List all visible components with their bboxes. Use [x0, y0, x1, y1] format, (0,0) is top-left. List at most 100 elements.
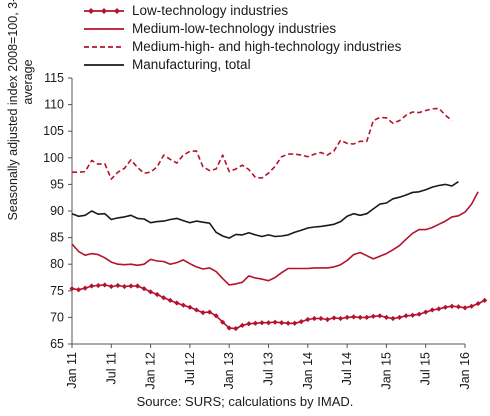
legend-item-low-tech: Low-technology industries	[84, 2, 401, 20]
series-line-2	[72, 107, 453, 180]
x-tick-label: Jan 11	[65, 352, 79, 389]
series-point-marker	[213, 313, 219, 319]
series-point-marker	[482, 297, 488, 303]
series-line-0	[71, 284, 485, 330]
y-tick-label: 85	[50, 231, 64, 245]
series-point-marker	[246, 321, 252, 327]
series-point-marker	[121, 283, 127, 290]
series-point-marker	[311, 315, 317, 322]
series-point-marker	[154, 291, 160, 298]
y-tick-label: 95	[50, 177, 64, 191]
series-point-marker	[193, 307, 200, 313]
series-point-marker	[259, 320, 265, 326]
y-tick-label: 110	[44, 98, 64, 112]
series-point-marker	[377, 313, 383, 319]
series-point-marker	[423, 309, 429, 315]
series-point-marker	[337, 315, 344, 322]
series-point-marker	[220, 319, 226, 325]
legend-label-medium-high-tech: Medium-high- and high-technology industr…	[132, 39, 402, 54]
chart-legend: Low-technology industries Medium-low-tec…	[84, 2, 401, 74]
legend-swatch-dashed-line	[84, 46, 124, 48]
series-point-marker	[410, 312, 416, 318]
series-point-marker	[383, 314, 389, 320]
legend-label-low-tech: Low-technology industries	[132, 3, 289, 18]
legend-item-manufacturing-total: Manufacturing, total	[84, 56, 401, 74]
legend-swatch-diamond-line	[84, 8, 124, 14]
series-point-marker	[226, 325, 232, 331]
series-point-marker	[180, 302, 186, 308]
series-point-marker	[141, 286, 147, 292]
legend-item-medium-high-tech: Medium-high- and high-technology industr…	[84, 38, 401, 56]
series-point-marker	[233, 325, 239, 332]
y-tick-label: 65	[50, 337, 64, 351]
series-point-marker	[449, 303, 455, 309]
legend-label-medium-low-tech: Medium-low-technology industries	[132, 21, 337, 36]
series-point-marker	[82, 285, 88, 291]
series-point-marker	[167, 297, 173, 303]
series-point-marker	[429, 307, 435, 313]
series-point-marker	[285, 320, 291, 326]
series-point-marker	[174, 300, 180, 306]
x-tick-label: Jul 12	[183, 352, 197, 385]
y-tick-label: 75	[50, 284, 64, 298]
x-tick-label: Jul 14	[340, 352, 354, 385]
series-point-marker	[442, 304, 448, 310]
series-point-marker	[475, 300, 481, 307]
series-point-marker	[128, 283, 134, 289]
series-point-marker	[436, 306, 442, 312]
series-point-marker	[364, 314, 370, 320]
series-point-marker	[468, 303, 475, 309]
x-tick-label: Jan 16	[458, 352, 472, 390]
series-point-marker	[403, 313, 409, 319]
series-point-marker	[187, 304, 193, 310]
series-point-marker	[416, 311, 422, 317]
x-tick-label: Jul 11	[104, 352, 118, 384]
x-tick-label: Jul 13	[262, 352, 276, 385]
y-axis-label: Seasonally adjusted index 2008=100, 3-m …	[6, 0, 35, 221]
series-point-marker	[89, 283, 95, 289]
series-point-marker	[462, 305, 468, 311]
legend-item-medium-low-tech: Medium-low-technology industries	[84, 20, 401, 38]
series-point-marker	[148, 289, 154, 295]
series-point-marker	[298, 319, 304, 325]
x-tick-label: Jan 12	[144, 352, 158, 390]
source-note: Source: SURS; calculations by IMAD.	[136, 394, 354, 409]
series-point-marker	[102, 282, 108, 288]
x-tick-label: Jan 14	[301, 352, 315, 390]
series-line-1	[71, 191, 479, 286]
y-tick-label: 100	[43, 151, 64, 165]
series-point-marker	[161, 295, 167, 301]
legend-swatch-solid-line	[84, 28, 124, 30]
series-point-marker	[390, 315, 396, 322]
series-point-marker	[272, 319, 278, 325]
x-tick-label: Jul 15	[419, 352, 433, 385]
chart-tick-labels: 65 70 75 80 85 90 95 100 105 110 115 Jan 11 Jul 11 Ja…	[43, 71, 472, 390]
chart-axes	[68, 77, 466, 348]
series-point-marker	[292, 320, 298, 326]
legend-swatch-black-line	[84, 64, 124, 66]
x-tick-label: Jan 13	[222, 352, 236, 390]
series-point-marker	[324, 316, 331, 323]
series-point-marker	[95, 282, 101, 289]
series-point-marker	[455, 304, 462, 310]
y-tick-label: 115	[44, 71, 64, 85]
series-point-marker	[351, 314, 357, 320]
x-tick-label: Jan 15	[379, 352, 393, 390]
y-tick-label: 70	[50, 310, 64, 324]
series-point-marker	[134, 283, 141, 289]
series-point-marker	[115, 282, 121, 289]
y-tick-label: 105	[43, 124, 64, 138]
series-point-marker	[305, 316, 311, 323]
series-point-marker	[370, 313, 376, 319]
series-point-marker	[318, 315, 324, 322]
chart-series-layer	[69, 107, 488, 332]
legend-label-manufacturing-total: Manufacturing, total	[132, 57, 251, 72]
y-tick-label: 90	[50, 204, 64, 218]
series-point-marker	[252, 320, 258, 326]
series-point-marker	[265, 320, 272, 326]
series-point-marker	[396, 314, 403, 320]
series-point-marker	[357, 314, 363, 320]
series-point-marker	[75, 287, 82, 293]
series-point-marker	[239, 322, 245, 328]
